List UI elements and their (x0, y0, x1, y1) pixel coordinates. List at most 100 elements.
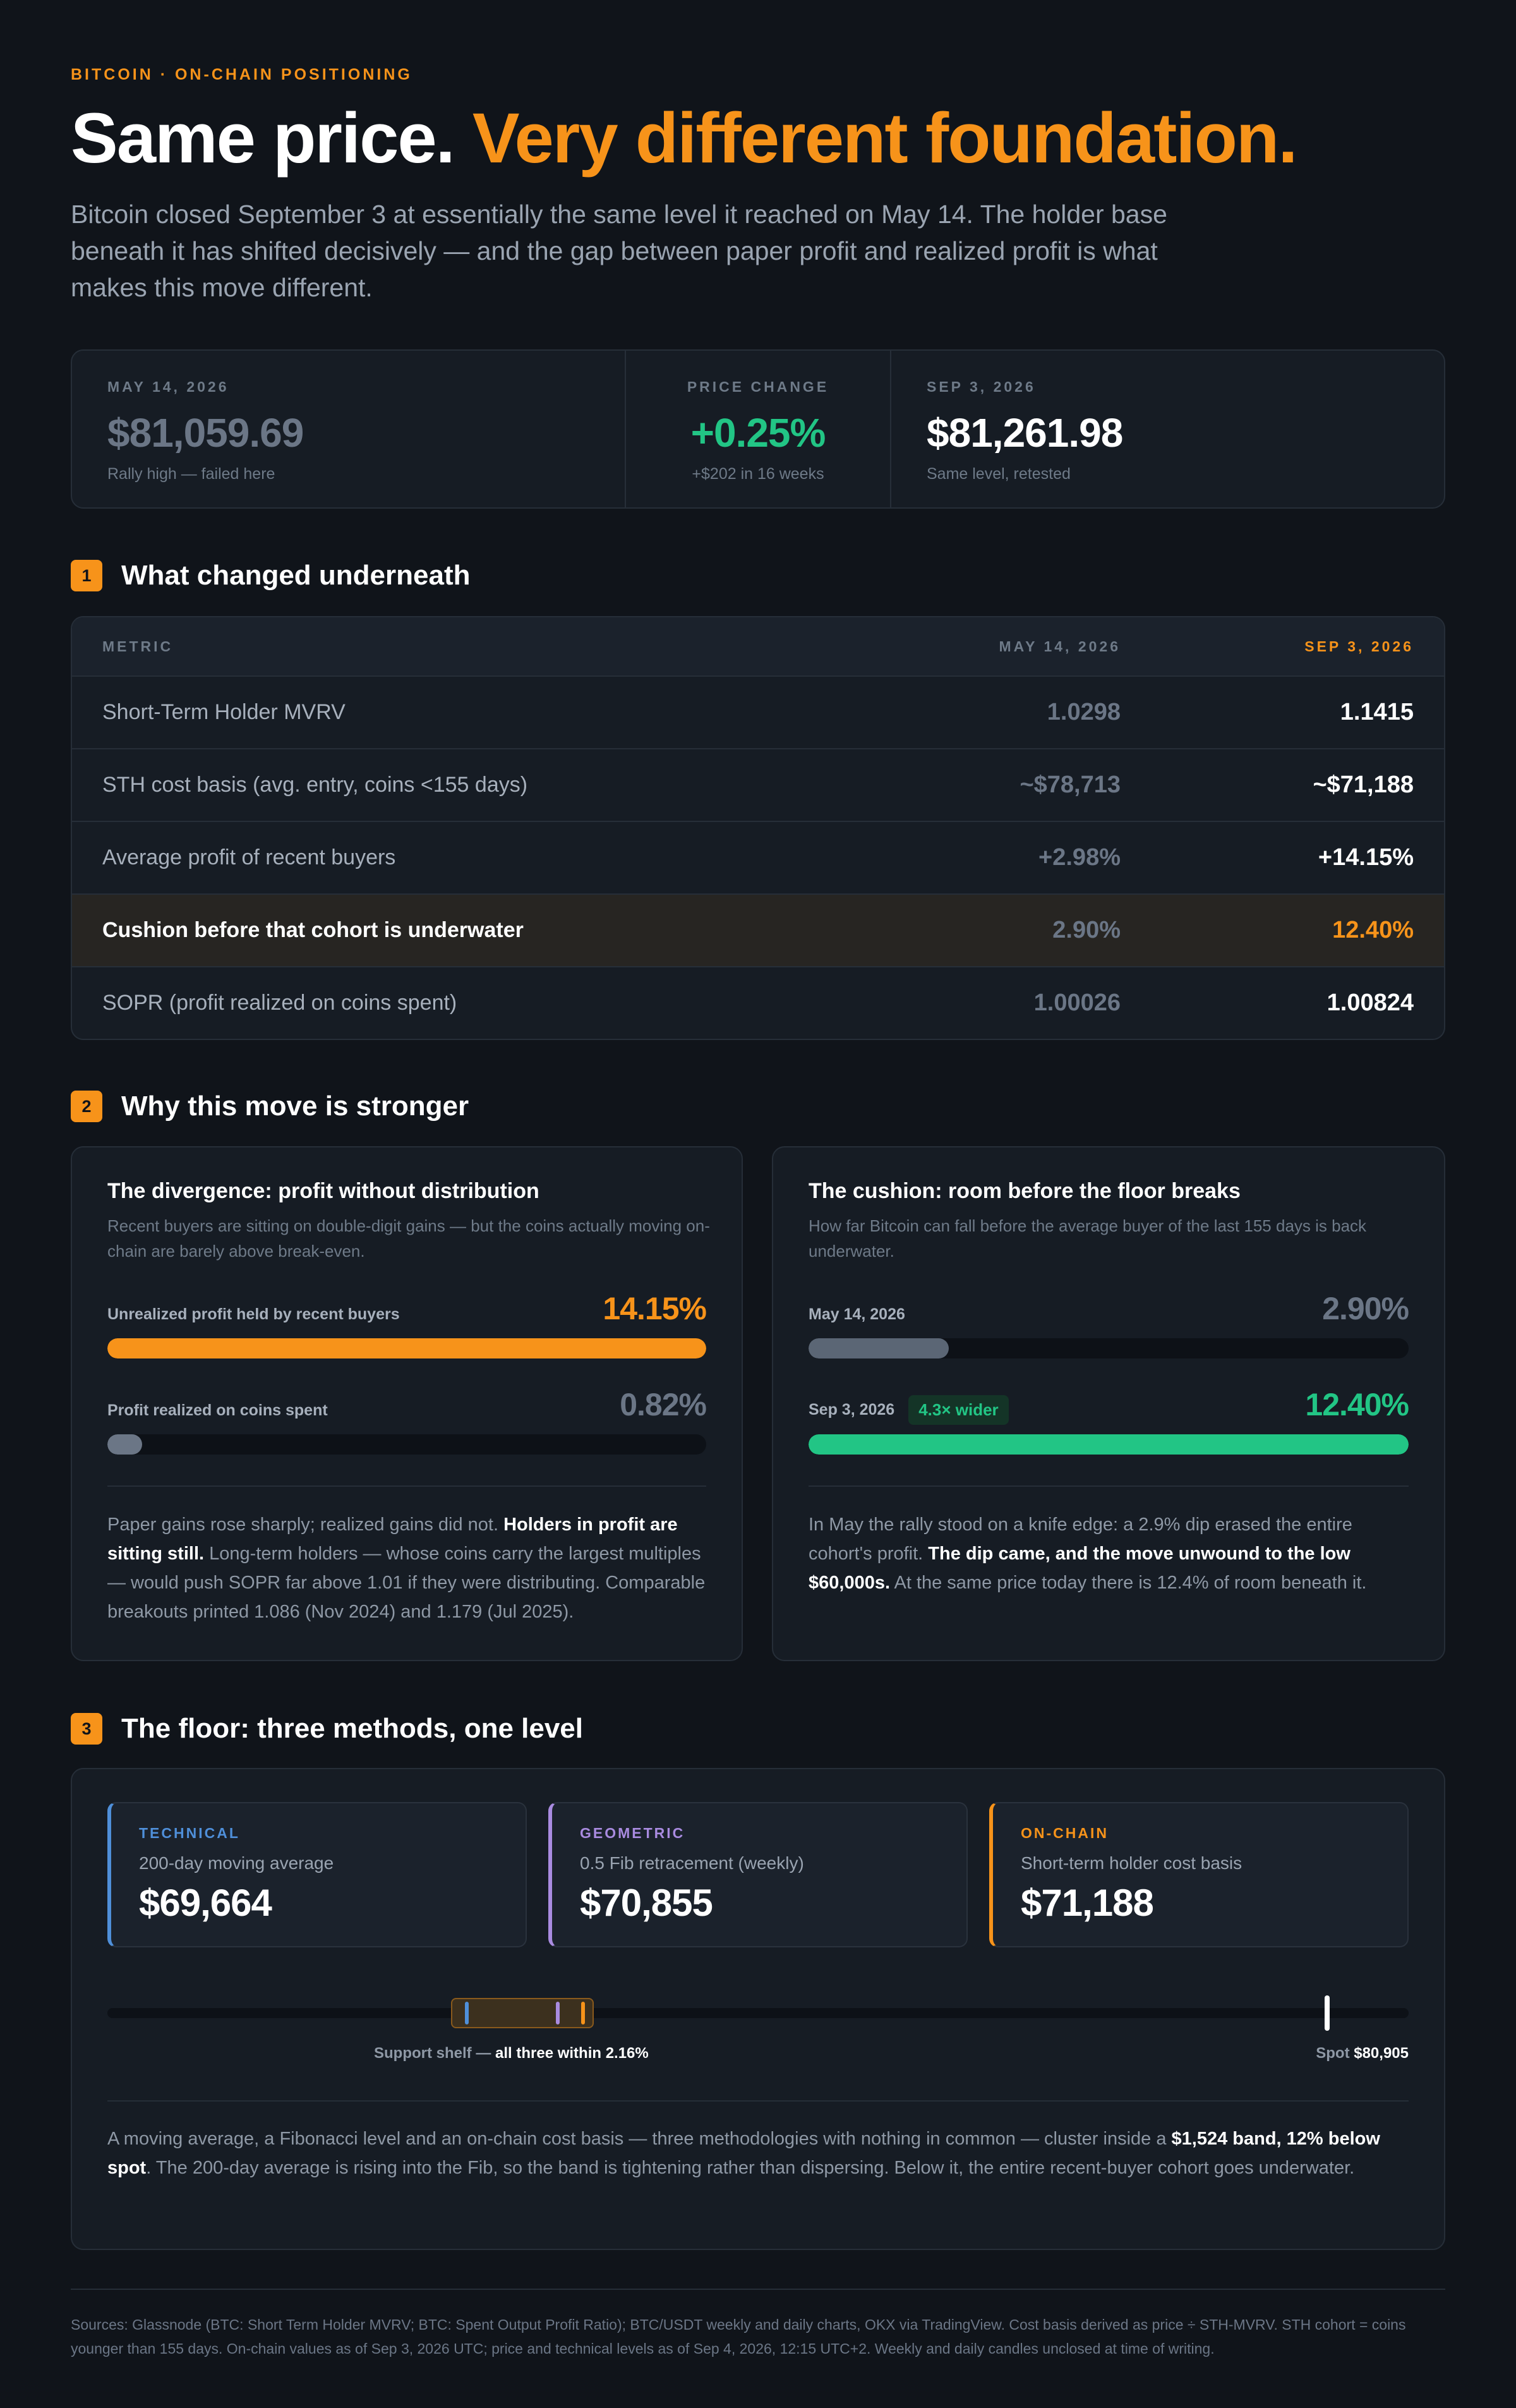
method-card-geometric: GEOMETRIC 0.5 Fib retracement (weekly) $… (548, 1802, 968, 1947)
body-text: Long-term holders — whose coins carry th… (107, 1544, 706, 1622)
cushion-card: The cushion: room before the floor break… (772, 1146, 1445, 1661)
sth-cost-basis-marker (581, 2002, 585, 2024)
spot-marker (1325, 1995, 1330, 2031)
sep-value: +14.15% (1318, 844, 1414, 871)
method-value: $70,855 (580, 1882, 713, 1924)
bar-track (809, 1434, 1409, 1455)
price-track (107, 2008, 1409, 2018)
metrics-table: METRIC MAY 14, 2026 SEP 3, 2026 Short-Te… (71, 616, 1445, 1040)
unrealized-profit-bar (107, 1338, 706, 1358)
table-row: SOPR (profit realized on coins spent) 1.… (72, 966, 1444, 1039)
section-number: 1 (71, 560, 102, 591)
fib-marker (556, 2002, 560, 2024)
body-text: In May the rally stood on a knife edge: … (809, 1515, 1352, 1564)
bar-label: Unrealized profit held by recent buyers (107, 1305, 400, 1323)
body-text: Paper gains rose sharply; realized gains… (107, 1515, 504, 1535)
sep-value: 12.40% (1332, 917, 1414, 943)
column-header: MAY 14, 2026 (999, 638, 1121, 655)
bar-track (107, 1434, 706, 1455)
sources-note: Sources: Glassnode (BTC: Short Term Hold… (71, 2316, 1406, 2357)
card-title: The cushion: room before the floor break… (809, 1179, 1241, 1203)
price-change-note: +$202 in 16 weeks (692, 465, 824, 483)
label-text: Spot (1316, 2045, 1354, 2062)
section-number: 2 (71, 1091, 102, 1122)
method-desc: Short-term holder cost basis (1021, 1853, 1242, 1873)
bar-value: 0.82% (620, 1387, 707, 1422)
price-comparison-card: MAY 14, 2026 $81,059.69 Rally high — fai… (71, 349, 1445, 509)
method-label: ON-CHAIN (1021, 1825, 1109, 1841)
metric-name: STH cost basis (avg. entry, coins <155 d… (102, 773, 528, 797)
bar-value: 2.90% (1322, 1291, 1409, 1326)
headline-accent: Very different foundation. (472, 99, 1298, 178)
body-emphasis: $1,524 band, 12% below spot (107, 2129, 1380, 2178)
card-body: Paper gains rose sharply; realized gains… (107, 1510, 706, 1626)
bar-track (809, 1338, 1409, 1358)
body-text: . The 200-day average is rising into the… (146, 2158, 1355, 2178)
price-sep: SEP 3, 2026 $81,261.98 Same level, retes… (891, 351, 1444, 507)
lede: Bitcoin closed September 3 at essentiall… (71, 200, 1167, 302)
price-sep-value: $81,261.98 (927, 410, 1123, 456)
body-emphasis: Holders in profit are sitting still. (107, 1515, 678, 1564)
wider-badge: 4.3× wider (908, 1395, 1009, 1425)
card-subtitle: How far Bitcoin can fall before the aver… (809, 1216, 1367, 1261)
divider (107, 2100, 1409, 2102)
price-may-note: Rally high — failed here (107, 465, 275, 483)
metric-name: Short-Term Holder MVRV (102, 700, 346, 724)
section-title: What changed underneath (121, 560, 471, 591)
divider (107, 1485, 706, 1487)
table-row-highlighted: Cushion before that cohort is underwater… (72, 893, 1444, 966)
price-may-label: MAY 14, 2026 (107, 378, 229, 395)
divergence-card: The divergence: profit without distribut… (71, 1146, 743, 1661)
method-desc: 200-day moving average (139, 1853, 334, 1873)
method-value: $69,664 (139, 1882, 272, 1924)
table-row: STH cost basis (avg. entry, coins <155 d… (72, 748, 1444, 821)
price-change-value: +0.25% (690, 410, 826, 456)
method-card-onchain: ON-CHAIN Short-term holder cost basis $7… (989, 1802, 1409, 1947)
bar-label: Sep 3, 2026 (809, 1401, 895, 1419)
section-number: 3 (71, 1713, 102, 1745)
bar-label: Profit realized on coins spent (107, 1401, 328, 1419)
section-title: Why this move is stronger (121, 1091, 469, 1122)
headline-main: Same price. (71, 99, 455, 178)
table-row: Short-Term Holder MVRV 1.0298 1.1415 (72, 675, 1444, 748)
section-title: The floor: three methods, one level (121, 1713, 584, 1744)
method-desc: 0.5 Fib retracement (weekly) (580, 1853, 804, 1873)
page-title: Same price. Very different foundation. (71, 99, 1298, 178)
spot-value: $80,905 (1354, 2045, 1409, 2062)
sep-value: ~$71,188 (1313, 771, 1414, 798)
spot-label: Spot $80,905 (1316, 2045, 1409, 2062)
method-label: GEOMETRIC (580, 1825, 685, 1841)
floor-card: TECHNICAL 200-day moving average $69,664… (71, 1768, 1445, 2250)
metric-name: Average profit of recent buyers (102, 845, 396, 869)
label-emphasis: all three within 2.16% (495, 2045, 649, 2062)
method-value: $71,188 (1021, 1882, 1154, 1924)
table-header: METRIC MAY 14, 2026 SEP 3, 2026 (72, 617, 1444, 675)
price-may-value: $81,059.69 (107, 410, 304, 456)
footer-divider (71, 2289, 1445, 2290)
price-sep-note: Same level, retested (927, 465, 1071, 483)
column-header: SEP 3, 2026 (1304, 638, 1414, 655)
may-value: +2.98% (1038, 844, 1121, 871)
price-may: MAY 14, 2026 $81,059.69 Rally high — fai… (72, 351, 626, 507)
support-shelf-label: Support shelf — all three within 2.16% (374, 2045, 649, 2062)
metric-name: Cushion before that cohort is underwater (102, 918, 524, 942)
realized-profit-bar (107, 1434, 142, 1455)
metric-name: SOPR (profit realized on coins spent) (102, 991, 457, 1015)
cushion-may-bar (809, 1338, 949, 1358)
card-body: A moving average, a Fibonacci level and … (107, 2124, 1409, 2182)
bar-value: 14.15% (603, 1291, 707, 1326)
section-3-header: 3 The floor: three methods, one level (71, 1713, 583, 1745)
card-body: In May the rally stood on a knife edge: … (809, 1510, 1409, 1597)
may-value: 2.90% (1052, 917, 1121, 943)
label-text: Support shelf — (374, 2045, 495, 2062)
price-change: PRICE CHANGE +0.25% +$202 in 16 weeks (626, 351, 891, 507)
price-change-label: PRICE CHANGE (687, 378, 829, 395)
eyebrow: BITCOIN · ON-CHAIN POSITIONING (71, 66, 412, 83)
card-title: The divergence: profit without distribut… (107, 1179, 539, 1203)
body-emphasis: The dip came, and the move unwound to th… (809, 1544, 1351, 1593)
bar-label-row: Sep 3, 2026 4.3× wider (809, 1395, 1009, 1425)
method-card-technical: TECHNICAL 200-day moving average $69,664 (107, 1802, 527, 1947)
price-sep-label: SEP 3, 2026 (927, 378, 1036, 395)
table-row: Average profit of recent buyers +2.98% +… (72, 821, 1444, 893)
body-text: At the same price today there is 12.4% o… (890, 1573, 1367, 1593)
